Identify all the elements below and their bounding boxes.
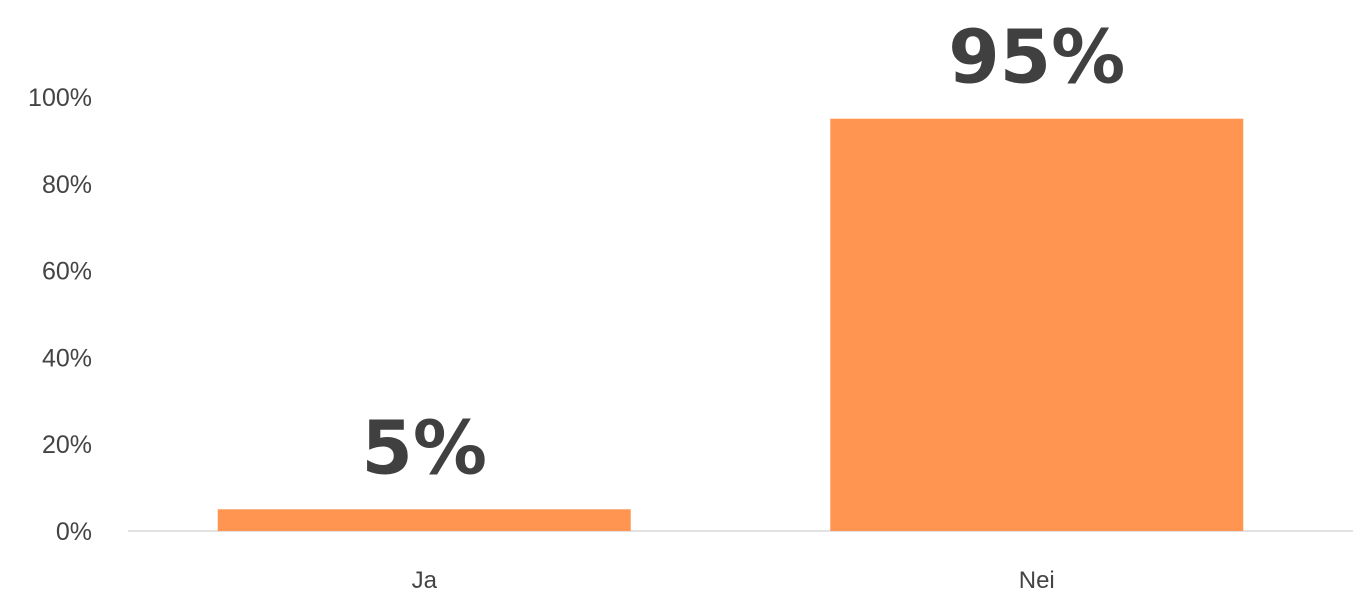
bars	[217, 118, 1244, 531]
bar-ja	[217, 509, 631, 531]
y-tick-label: 20%	[42, 431, 92, 459]
data-labels: 5% 95%	[361, 15, 1125, 492]
x-axis-category-labels: Ja Nei	[412, 567, 1055, 591]
y-tick-label: 80%	[42, 171, 92, 199]
y-tick-label: 100%	[28, 84, 92, 112]
bar-nei	[830, 118, 1244, 531]
x-category-label: Ja	[412, 567, 438, 591]
y-tick-label: 0%	[56, 518, 92, 546]
x-category-label: Nei	[1019, 567, 1055, 591]
y-axis-tick-labels: 0% 20% 40% 60% 80% 100%	[28, 84, 92, 546]
y-tick-label: 40%	[42, 344, 92, 372]
data-label-ja: 5%	[361, 405, 487, 491]
data-label-nei: 95%	[948, 15, 1125, 101]
y-tick-label: 60%	[42, 258, 92, 286]
